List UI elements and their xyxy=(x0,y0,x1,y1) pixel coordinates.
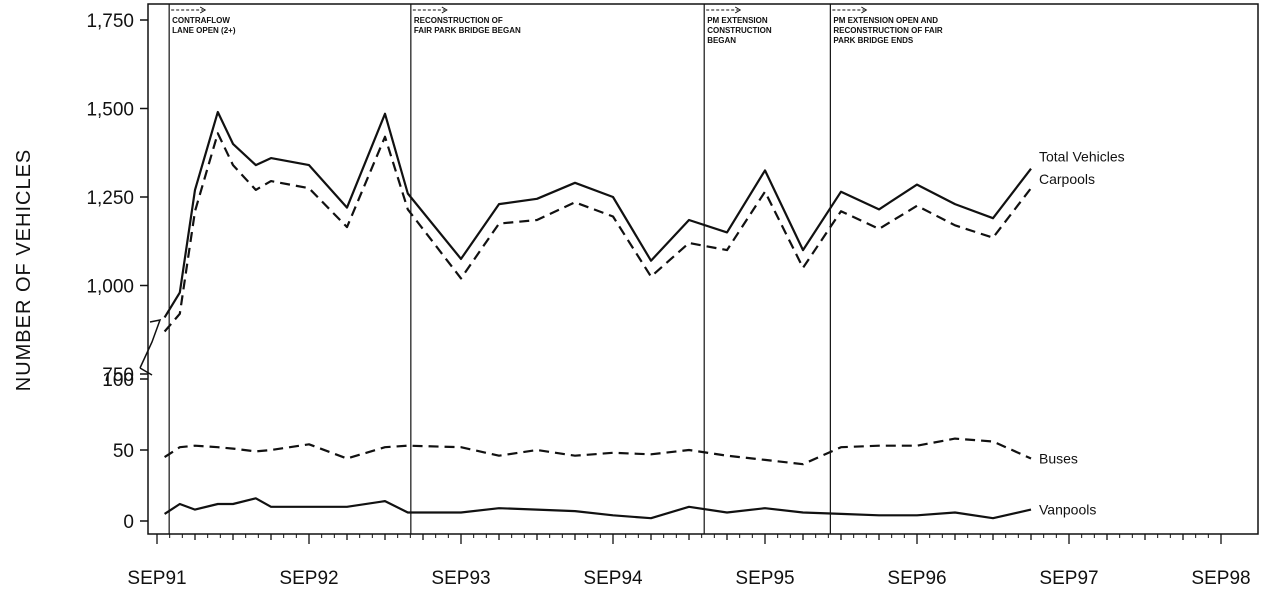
event-annotation: LANE OPEN (2+) xyxy=(172,26,236,35)
x-tick-label: SEP96 xyxy=(887,568,946,589)
event-annotation: PARK BRIDGE ENDS xyxy=(833,36,914,45)
event-annotation: CONSTRUCTION xyxy=(707,26,772,35)
event-annotation: RECONSTRUCTION OF FAIR xyxy=(833,26,943,35)
series-line-carpools xyxy=(163,132,1032,333)
x-tick-label: SEP98 xyxy=(1191,568,1250,589)
y-tick-label: 0 xyxy=(123,512,134,533)
event-arrow-head xyxy=(441,6,448,14)
x-tick-label: SEP94 xyxy=(583,568,643,589)
event-annotation: FAIR PARK BRIDGE BEGAN xyxy=(414,26,521,35)
labels: Total Vehicles Carpools Buses Vanpools xyxy=(1039,149,1125,518)
y-tick-label: 1,000 xyxy=(86,277,134,298)
y-tick-label: 1,500 xyxy=(86,100,134,121)
event-annotation: RECONSTRUCTION OF xyxy=(414,16,503,25)
event-arrow-head xyxy=(734,6,742,14)
y-axis-label: NUMBER OF VEHICLES xyxy=(13,149,35,391)
y-tick-label: 750 xyxy=(102,365,134,386)
axis-break-icon xyxy=(139,319,162,369)
x-tick-label: SEP93 xyxy=(431,568,490,589)
event-annotation: CONTRAFLOW xyxy=(172,16,230,25)
y-tick-label: 1,250 xyxy=(86,188,134,209)
x-tick-label: SEP95 xyxy=(735,568,794,589)
event-arrow-head xyxy=(199,6,207,14)
axes: 750 1,000 1,250 1,500 1,750 0 50 100 NUMBER OF V… xyxy=(13,3,1259,589)
x-tick-label: SEP91 xyxy=(127,568,186,589)
series-label: Vanpools xyxy=(1039,502,1096,518)
plot-frame xyxy=(147,3,1259,535)
series-line-buses xyxy=(163,437,1032,466)
event-annotation: PM EXTENSION OPEN AND xyxy=(833,16,938,25)
series-label: Carpools xyxy=(1039,171,1095,187)
y-tick-label: 1,750 xyxy=(86,11,134,32)
y-tick-label: 50 xyxy=(113,441,134,462)
event-annotation: BEGAN xyxy=(707,36,736,45)
series-label: Total Vehicles xyxy=(1039,149,1125,165)
event-arrow-head xyxy=(861,6,868,14)
y-tick-label: 100 xyxy=(102,370,134,391)
event-annotation: PM EXTENSION xyxy=(707,16,768,25)
axis-break-icon xyxy=(139,367,153,376)
x-tick-label: SEP92 xyxy=(279,568,338,589)
x-tick-label: SEP97 xyxy=(1039,568,1098,589)
series-line-vanpools xyxy=(163,497,1032,520)
series-label: Buses xyxy=(1039,451,1078,467)
series-line-total-vehicles xyxy=(163,110,1032,318)
series xyxy=(163,110,1032,520)
